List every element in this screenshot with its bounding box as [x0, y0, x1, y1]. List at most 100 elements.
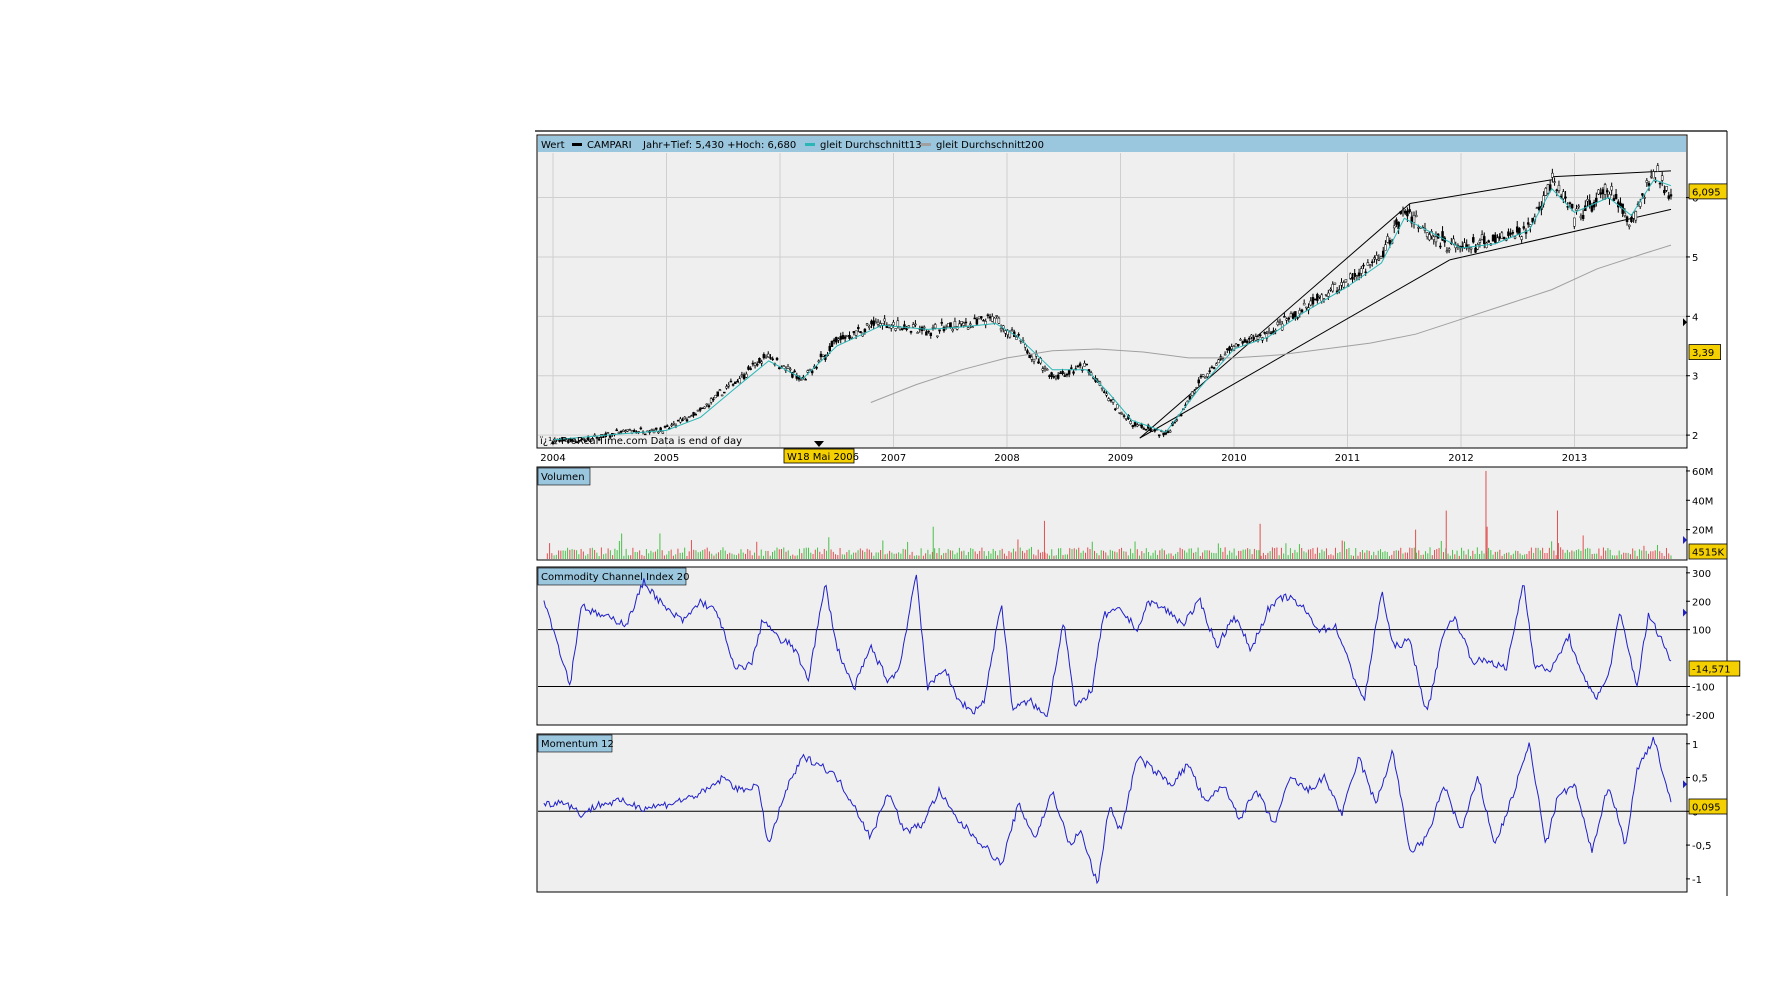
candle-body [564, 439, 568, 442]
candle-body [940, 322, 944, 324]
candle-body [1447, 248, 1451, 251]
candle-body [1562, 191, 1565, 200]
candle-body [670, 424, 673, 427]
candle-body [1061, 371, 1064, 374]
candle-body [1056, 374, 1060, 379]
candle-body [964, 321, 968, 324]
candle-body [1175, 419, 1179, 422]
candle-body [1368, 264, 1372, 266]
candle-body [738, 378, 741, 384]
legend-swatch-ma13 [805, 143, 815, 146]
candle-body [575, 441, 579, 444]
candle-body [1509, 233, 1512, 235]
legend-swatch-price [572, 143, 582, 146]
candle-body [973, 317, 976, 320]
candle-body [1135, 424, 1139, 427]
volume-last-value-box [1688, 543, 1728, 560]
candle-body [1250, 334, 1253, 338]
candle-body [608, 435, 612, 438]
candle-body [1581, 215, 1585, 219]
candle-body [936, 335, 939, 338]
candle-body [868, 326, 871, 328]
oscillator-line [543, 574, 1672, 718]
candle-body [1254, 336, 1258, 341]
candle-body [947, 323, 950, 328]
candle-body [1111, 399, 1115, 403]
price-legend-bar [538, 136, 1686, 152]
candle-body [751, 362, 755, 365]
candle-body [1287, 317, 1291, 320]
candle-body [1573, 217, 1576, 227]
cci-title: Commodity Channel Index 20 [541, 572, 690, 583]
candle-body [1476, 244, 1479, 250]
candle-body [1445, 250, 1449, 253]
candle-body [905, 328, 908, 330]
candle-body [991, 316, 994, 322]
candle-body [701, 407, 704, 409]
candle-body [1045, 368, 1049, 371]
candle-body [1498, 236, 1501, 239]
x-tick-label: 2013 [1562, 453, 1587, 464]
candle-body [551, 441, 555, 444]
candle-body [1140, 424, 1143, 428]
candle-body [1656, 165, 1660, 172]
candle-body [698, 408, 702, 411]
candle-body [685, 419, 689, 422]
candle-body [1320, 294, 1323, 302]
candle-body [881, 322, 884, 327]
candle-body [690, 415, 693, 417]
candle-body [1414, 215, 1418, 218]
candle-body [1226, 348, 1229, 350]
candle-body [1004, 330, 1007, 334]
candle-body [1577, 205, 1580, 208]
price-last-value: 6,095 [1692, 187, 1721, 198]
candle-body [1032, 358, 1036, 362]
candle-body [1630, 217, 1633, 222]
candle-body [1157, 434, 1161, 437]
candle-body [1193, 390, 1196, 394]
candle-body [1665, 186, 1668, 191]
candle-body [857, 327, 860, 330]
candle-body [1362, 264, 1365, 267]
price-last-value-box [1688, 183, 1728, 200]
candle-body [874, 321, 878, 324]
candle-body [837, 338, 840, 341]
legend-ma200: gleit Durchschnitt200 [936, 140, 1044, 151]
candle-body [962, 322, 965, 326]
candle-body [975, 318, 979, 325]
candle-body [1269, 332, 1273, 335]
candle-body [1614, 193, 1618, 199]
candle-body [643, 433, 647, 436]
candle-body [892, 322, 895, 326]
x-tick-label: 2012 [1448, 453, 1473, 464]
candle-body [1425, 232, 1429, 238]
y-tick-label: 20M [1692, 526, 1713, 537]
candle-body [828, 345, 831, 351]
candle-body [1340, 282, 1343, 286]
candle-body [1114, 408, 1117, 411]
candle-body [606, 432, 610, 434]
candle-body [687, 416, 691, 418]
candle-body [806, 370, 810, 373]
candle-body [1100, 387, 1104, 390]
candle-body [1248, 337, 1251, 340]
candle-body [777, 367, 781, 369]
cursor-marker[interactable] [814, 441, 824, 447]
candle-body [1072, 371, 1075, 374]
y-tick-label: 60M [1692, 467, 1713, 478]
candle-body [1342, 282, 1345, 288]
candle-body [1125, 418, 1128, 420]
candle-body [615, 429, 618, 432]
candle-body [676, 419, 680, 422]
candle-body [1210, 366, 1214, 369]
candle-body [1555, 189, 1559, 192]
candle-body [714, 395, 717, 399]
candle-body [1649, 175, 1653, 178]
candle-body [1010, 329, 1014, 332]
cursor-label-box [783, 448, 855, 464]
candle-body [1500, 232, 1504, 239]
momentum-title-box [537, 734, 613, 753]
candle-body [624, 430, 627, 433]
candle-body [1300, 309, 1304, 313]
